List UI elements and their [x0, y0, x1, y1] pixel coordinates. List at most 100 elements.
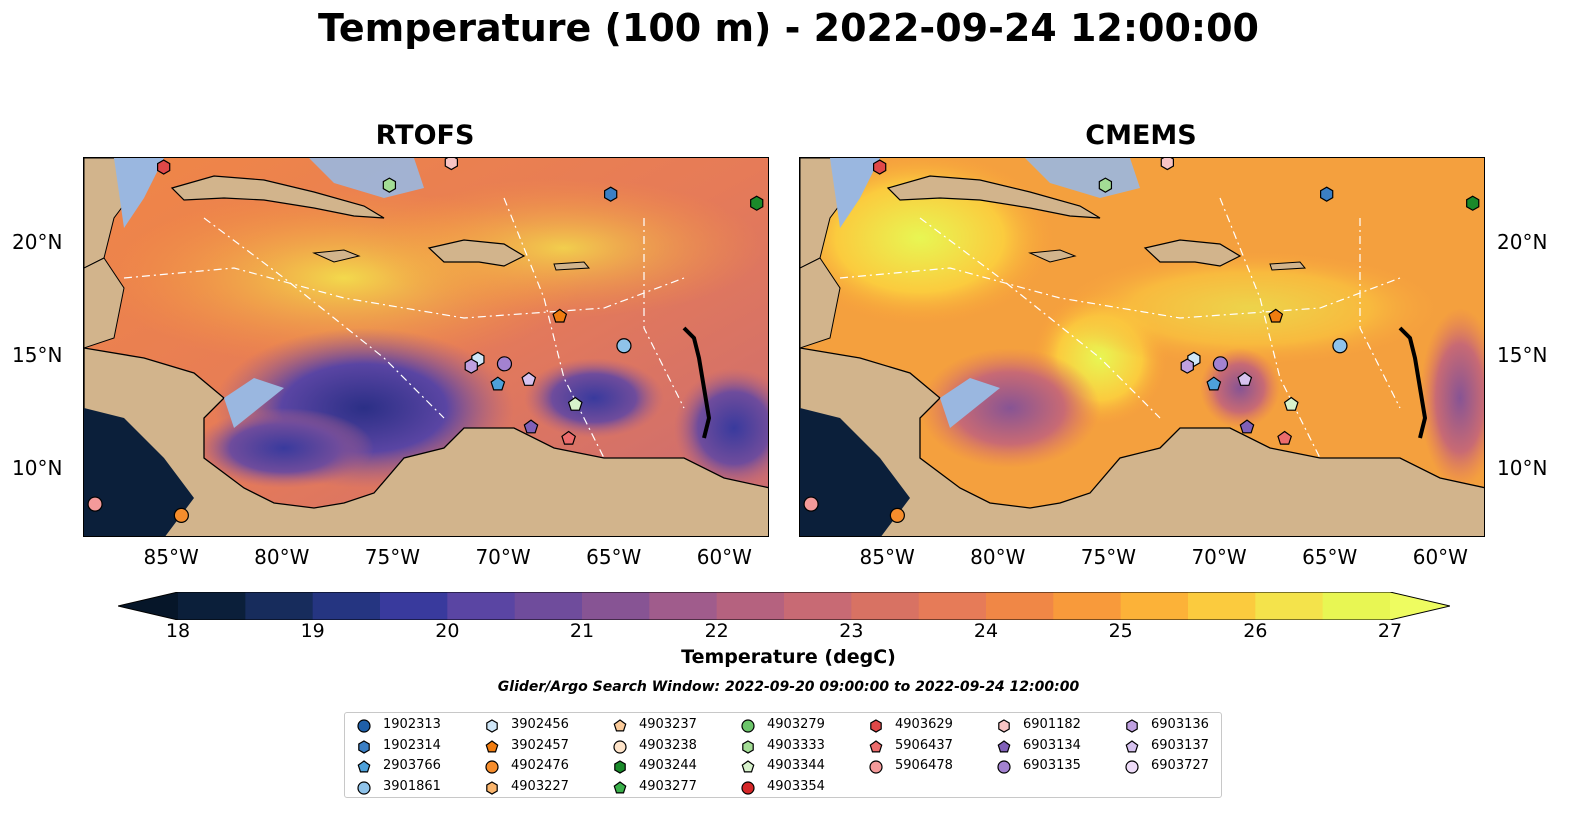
- colorbar-cell: [582, 592, 650, 620]
- legend-marker-shape: [357, 719, 371, 733]
- legend-marker-shape: [998, 719, 1010, 733]
- colorbar: [118, 592, 1450, 620]
- lat-tick-label: 15°N: [1497, 343, 1548, 368]
- float-marker-1-0: [873, 159, 887, 175]
- colorbar-over-arrow: [1390, 592, 1450, 620]
- legend-marker: [613, 739, 627, 754]
- legend-marker-shape: [997, 760, 1011, 774]
- legend-marker-shape: [358, 739, 370, 754]
- lon-tick-label: 70°W: [1191, 545, 1247, 569]
- legend-label: 6901182: [1023, 717, 1081, 732]
- legend-label: 3902456: [511, 717, 569, 732]
- float-marker-0-2: [444, 158, 459, 171]
- colorbar-cell: [380, 592, 448, 620]
- colorbar-tick-label: 21: [569, 620, 595, 642]
- lat-tick-label: 20°N: [12, 229, 63, 254]
- legend-label: 3902457: [511, 737, 569, 753]
- legend-marker-shape: [613, 739, 627, 754]
- legend-marker-shape: [485, 760, 499, 774]
- float-marker-1-3: [1320, 186, 1334, 202]
- legend-label: 6903727: [1151, 758, 1209, 773]
- legend-marker-shape: [1125, 739, 1139, 752]
- float-marker-1-15: [803, 496, 819, 512]
- search-window-text: Glider/Argo Search Window: 2022-09-20 09…: [497, 679, 1080, 695]
- lon-tick-label: 65°W: [1302, 545, 1358, 569]
- float-marker-1-12: [1283, 396, 1299, 411]
- float-legend: 1902313 1902314 2903766 3901861 3902456 39024…: [344, 712, 1222, 798]
- float-markers-cmems: [803, 158, 1480, 523]
- float-marker-0-3: [604, 186, 618, 202]
- lon-tick-label: 60°W: [1412, 545, 1468, 569]
- colorbar-cell: [784, 592, 852, 620]
- float-marker-0-16: [173, 507, 189, 523]
- lon-tick-label: 75°W: [364, 545, 421, 569]
- legend-marker: [357, 719, 371, 733]
- legend-label: 3901861: [383, 778, 441, 794]
- float-marker-1-16: [889, 507, 905, 523]
- colorbar-cell: [178, 592, 246, 620]
- cmems-map: [799, 157, 1485, 537]
- float-marker-1-6: [1332, 338, 1348, 354]
- legend-label: 5906437: [895, 737, 953, 753]
- float-marker-0-12: [567, 396, 583, 411]
- figure-title: Temperature (100 m) - 2022-09-24 12:00:0…: [317, 6, 1259, 50]
- legend-marker: [997, 760, 1011, 774]
- colorbar-cell: [312, 592, 381, 620]
- float-marker-1-14: [1277, 430, 1292, 445]
- colorbar-cell: [1120, 592, 1189, 620]
- legend-marker: [1126, 719, 1138, 733]
- colorbar-tick-label: 23: [839, 620, 864, 642]
- colorbar-cell: [514, 592, 583, 620]
- rtofs-map: [83, 157, 769, 537]
- float-marker-0-10: [490, 376, 506, 391]
- float-marker-1-4: [1466, 195, 1480, 211]
- colorbar-cell: [1053, 592, 1122, 620]
- legend-label: 4903629: [895, 717, 953, 732]
- legend-label: 1902314: [383, 737, 441, 753]
- colorbar-cell: [918, 592, 987, 620]
- float-marker-0-8: [464, 358, 478, 374]
- legend-label: 4903354: [767, 778, 825, 794]
- legend-marker-shape: [741, 760, 755, 773]
- legend-marker-shape: [741, 719, 755, 733]
- float-marker-1-13: [1239, 419, 1255, 434]
- legend-marker: [869, 760, 883, 774]
- lon-tick-label: 85°W: [859, 545, 915, 569]
- lon-tick-label: 80°W: [254, 545, 310, 569]
- legend-label: 6903136: [1151, 717, 1209, 732]
- legend-marker-shape: [613, 719, 627, 732]
- legend-label: 5906478: [895, 758, 953, 773]
- legend-label: 1902313: [383, 717, 441, 732]
- legend-marker: [486, 780, 498, 795]
- colorbar-tick-label: 27: [1377, 620, 1403, 642]
- legend-marker-shape: [1125, 760, 1139, 774]
- panel-title-cmems: CMEMS: [1085, 120, 1197, 151]
- legend-marker: [358, 739, 370, 754]
- legend-label: 4902476: [511, 758, 569, 773]
- lat-tick-label: 10°N: [1497, 456, 1548, 481]
- legend-marker: [742, 739, 754, 754]
- float-marker-0-15: [87, 496, 103, 512]
- lat-tick-label: 10°N: [12, 456, 63, 481]
- legend-marker: [485, 739, 499, 752]
- float-marker-1-2: [1160, 158, 1175, 171]
- legend-marker: [998, 719, 1010, 733]
- legend-marker-shape: [613, 780, 627, 793]
- colorbar-cell: [1188, 592, 1256, 620]
- float-marker-0-9: [496, 356, 513, 372]
- legend-marker-shape: [869, 760, 883, 774]
- legend-label: 6903134: [1023, 737, 1081, 753]
- lon-tick-label: 60°W: [696, 545, 752, 569]
- float-marker-0-13: [523, 419, 539, 434]
- legend-marker-shape: [1126, 719, 1138, 733]
- cmems-map-svg: [800, 158, 1484, 536]
- legend-marker: [486, 719, 498, 733]
- legend-marker: [357, 780, 371, 795]
- legend-marker: [741, 780, 755, 795]
- colorbar-under-arrow: [118, 592, 178, 620]
- legend-marker-shape: [997, 739, 1011, 752]
- lon-tick-label: 75°W: [1080, 545, 1137, 569]
- legend-marker: [613, 719, 627, 732]
- float-marker-1-5: [1268, 308, 1284, 323]
- lon-tick-label: 65°W: [586, 545, 642, 569]
